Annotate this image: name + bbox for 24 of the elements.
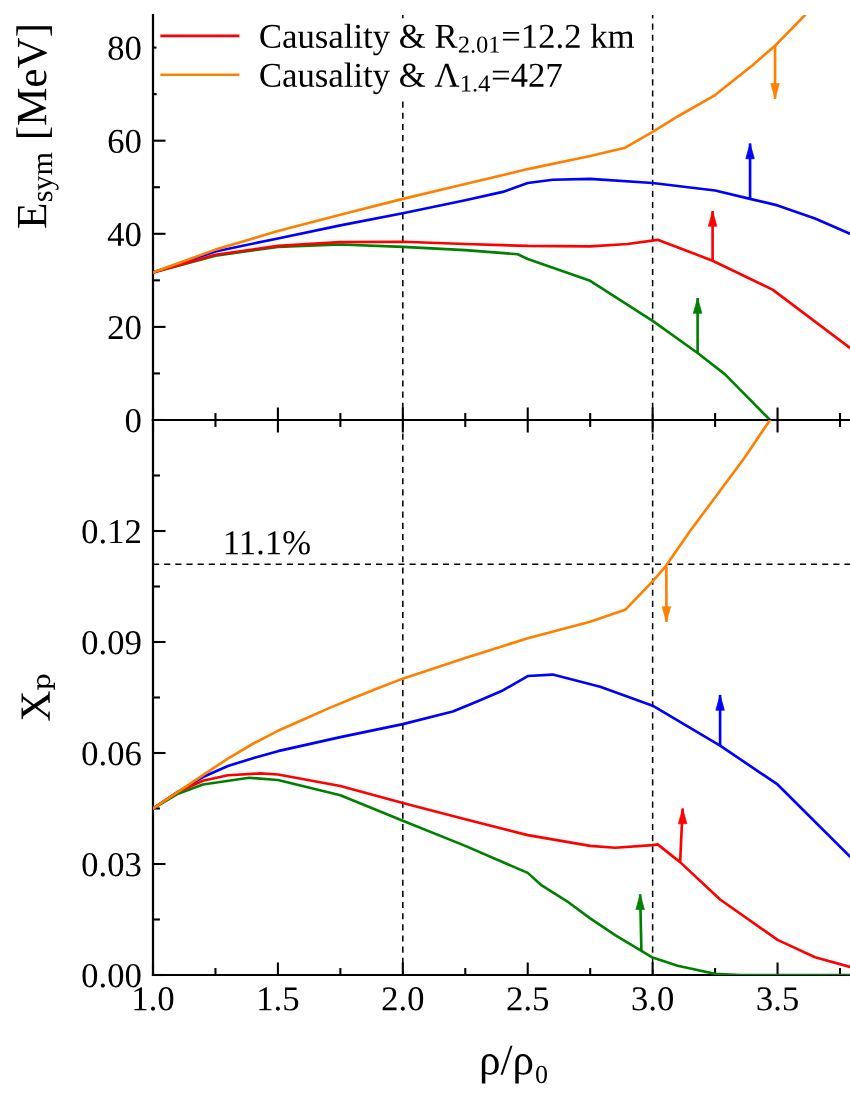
legend-label: Causality & R$_{2.01}$=12.2 km (260, 23, 635, 56)
legend-label: Causality & Λ$_{1.4}$=427 (260, 62, 562, 95)
ref-line-label: 11.1% (225, 531, 310, 555)
x-tick-label: 2.0 (382, 987, 424, 1011)
y-tick-label: 0.03 (82, 852, 141, 877)
y-axis-title: E$_{sym}$ [MeV] (16, 26, 59, 228)
x-tick-label: 3.5 (757, 987, 798, 1011)
y-tick-label: 0.06 (82, 741, 141, 766)
y-tick-label: 80 (108, 36, 141, 60)
y-tick-label: 0 (125, 408, 141, 433)
x-axis-title: ρ/ρ₀ (481, 1045, 547, 1084)
y-tick-label: 20 (108, 315, 141, 340)
x-tick-label: 2.5 (507, 987, 549, 1011)
y-tick-label: 0.09 (82, 630, 141, 655)
x-tick-label: 1.0 (134, 987, 174, 1011)
y-tick-label: 60 (108, 129, 141, 154)
line-series (153, 15, 807, 274)
x-tick-label: 3.0 (632, 987, 674, 1011)
y-axis-title: Xₚ (21, 674, 55, 721)
x-tick-label: 1.5 (259, 987, 299, 1011)
y-tick-label: 40 (107, 222, 141, 247)
y-tick-label: 0.00 (82, 963, 141, 988)
y-tick-label: 0.12 (82, 519, 140, 544)
line-series (153, 420, 772, 810)
